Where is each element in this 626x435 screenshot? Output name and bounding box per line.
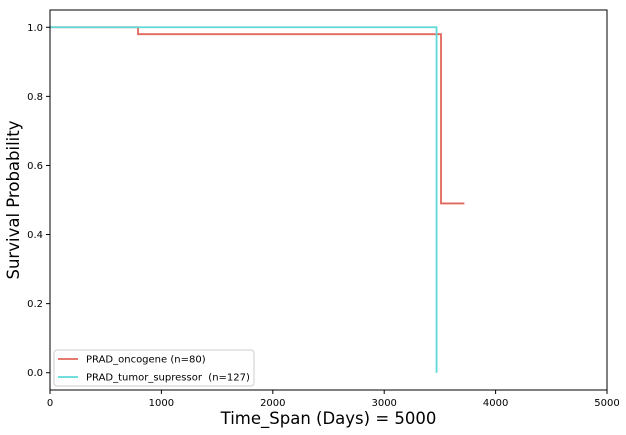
y-tick-label: 0.0	[27, 368, 43, 379]
y-axis-label: Survival Probability	[4, 120, 23, 279]
y-tick-label: 0.6	[27, 161, 43, 172]
legend-items: PRAD_oncogene (n=80) PRAD_tumor_supressor…	[58, 355, 250, 384]
y-tick-label: 0.4	[27, 230, 43, 241]
y-tick-label: 0.2	[27, 299, 43, 310]
y-tick-label: 1.0	[27, 23, 43, 34]
x-axis-ticks: 0 1000 2000 3000 4000 5000	[47, 390, 620, 409]
x-tick-label: 4000	[483, 398, 508, 409]
legend-label: PRAD_tumor_supressor (n=127)	[86, 373, 250, 384]
plot-frame	[49, 9, 608, 391]
series-line-1	[50, 26, 465, 205]
legend-box	[53, 349, 255, 387]
x-tick-label: 5000	[594, 398, 619, 409]
y-axis-ticks: 0.0 0.2 0.4 0.6 0.8 1.0	[27, 23, 50, 379]
x-axis-label: Time_Span (Days) = 5000	[220, 409, 437, 429]
legend: PRAD_oncogene (n=80) PRAD_tumor_supressor…	[53, 349, 255, 387]
x-tick-label: 2000	[260, 398, 285, 409]
legend-label: PRAD_oncogene (n=80)	[86, 355, 206, 366]
x-tick-label: 0	[47, 398, 53, 409]
y-tick-label: 0.8	[27, 92, 43, 103]
series-line-2	[50, 26, 438, 373]
x-tick-label: 3000	[371, 398, 396, 409]
x-tick-label: 1000	[149, 398, 174, 409]
series-layer	[50, 26, 465, 373]
